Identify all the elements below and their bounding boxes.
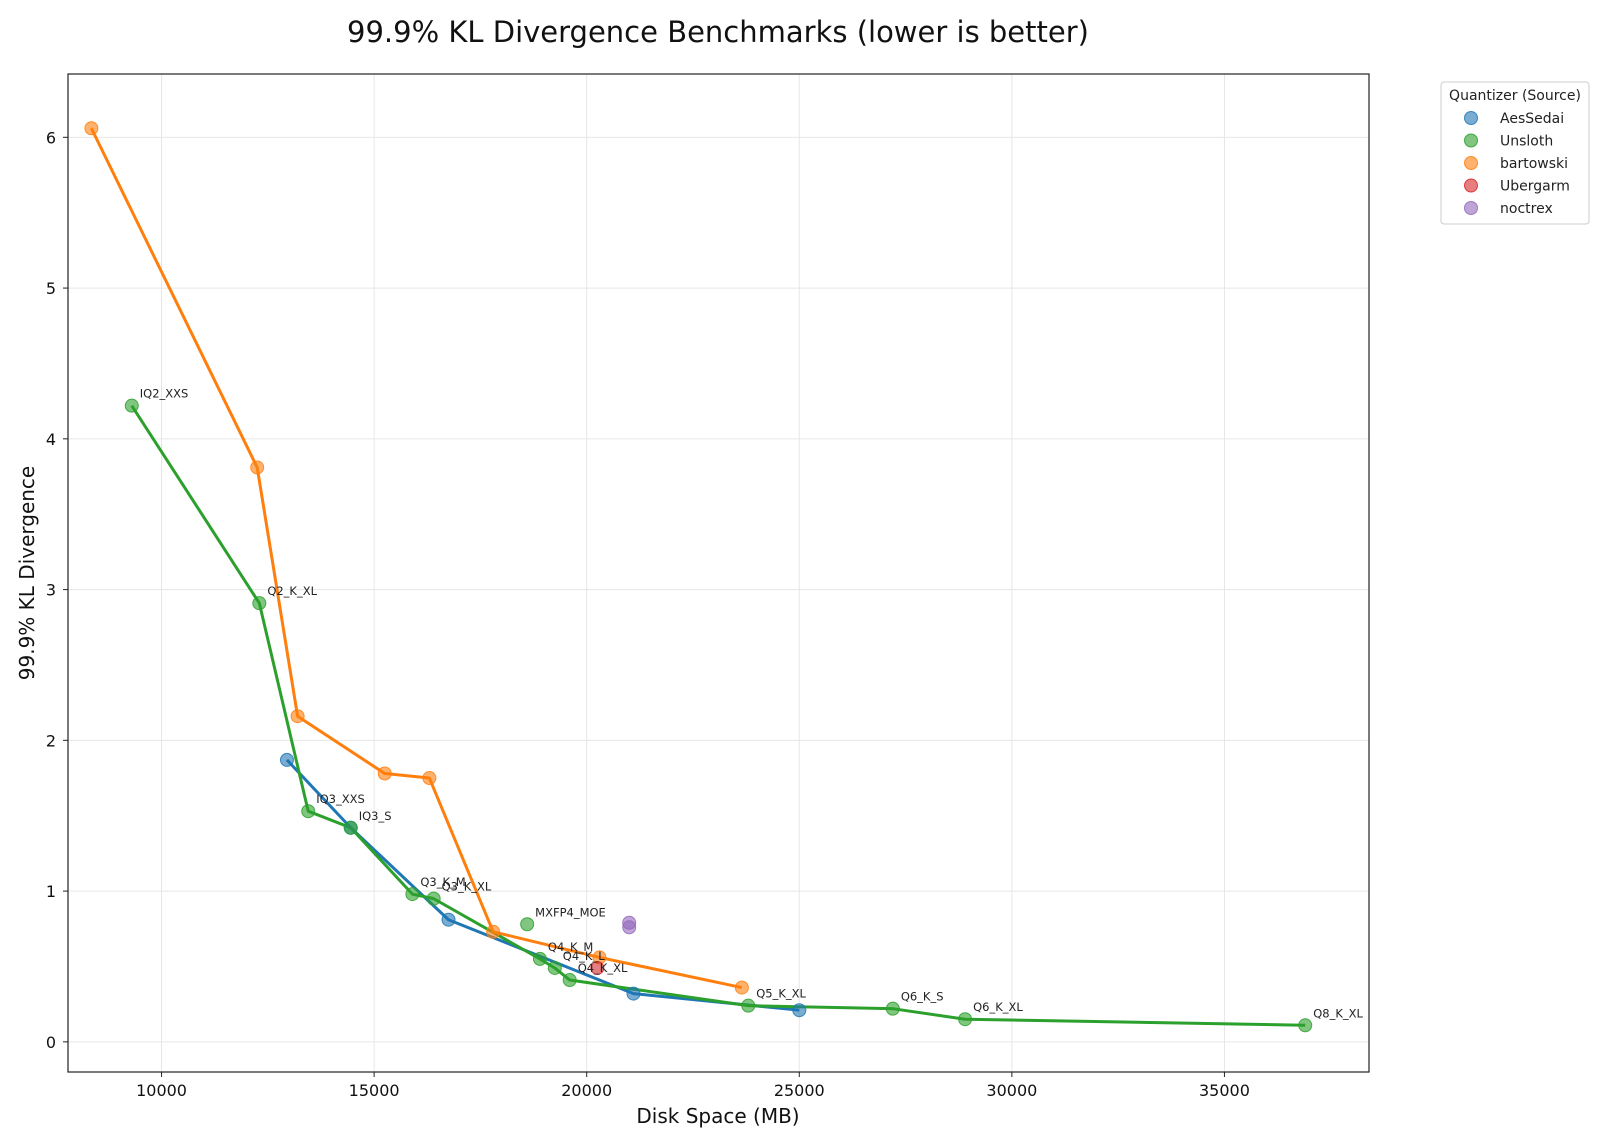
legend-marker-unsloth	[1464, 133, 1478, 148]
point-labels: IQ2_XXS Q2_K_XL IQ3_XXS IQ3_S Q3_K_MQ3_K_XL Q…	[140, 387, 1364, 1021]
y-tick-label: 4	[46, 430, 56, 449]
series-layer	[84, 121, 1313, 1033]
data-point-unsloth	[124, 398, 139, 413]
point-label: MXFP4_MOE	[535, 905, 606, 919]
data-point-unsloth	[958, 1012, 973, 1027]
point-label: Q4_K_M	[548, 940, 593, 954]
point-label: IQ3_S	[359, 809, 392, 823]
legend-marker-ubergarm	[1464, 178, 1478, 193]
y-tick-label: 3	[46, 581, 56, 600]
point-label: Q4_K_L	[563, 949, 605, 963]
point-label: Q5_K_XL	[756, 987, 806, 1001]
point-label: Q6_K_S	[901, 990, 944, 1004]
legend-label-bartowski: bartowski	[1500, 156, 1568, 172]
point-label: Q4_K_XL	[578, 961, 628, 975]
x-tick-label: 35000	[1199, 1081, 1250, 1100]
y-tick-label: 0	[46, 1033, 56, 1052]
data-point-aessedai	[441, 912, 456, 927]
data-point-unsloth	[405, 887, 420, 902]
data-point-bartowski	[422, 771, 437, 786]
data-point-aessedai	[626, 986, 641, 1001]
point-label: Q2_K_XL	[267, 584, 317, 598]
data-point-unsloth	[562, 973, 577, 988]
data-point-bartowski	[250, 460, 265, 475]
point-label: Q8_K_XL	[1313, 1006, 1363, 1020]
data-point-unsloth	[741, 998, 756, 1013]
x-tick-label: 10000	[136, 1081, 187, 1100]
axis-ticks: 10000 15000 20000 25000 30000 35000 0 1 2 3 4 5 6	[46, 128, 1250, 1100]
data-point-unsloth	[520, 917, 535, 932]
point-label: Q3_K_XL	[442, 880, 492, 894]
x-tick-label: 15000	[349, 1081, 400, 1100]
legend-marker-noctrex	[1464, 201, 1478, 215]
chart-title: 99.9% KL Divergence Benchmarks (lower is…	[347, 15, 1089, 49]
y-tick-label: 1	[46, 882, 56, 901]
series-line-bartowski	[90, 127, 743, 990]
y-axis-label: 99.9% KL Divergence	[15, 466, 39, 680]
legend-label-aessedai: AesSedai	[1500, 111, 1564, 127]
grid	[68, 74, 1369, 1072]
data-point-aessedai	[279, 752, 294, 767]
data-point-unsloth	[532, 951, 547, 966]
data-point-aessedai	[792, 1003, 807, 1018]
legend-marker-bartowski	[1464, 156, 1478, 170]
x-tick-label: 30000	[986, 1081, 1037, 1100]
point-label: Q6_K_XL	[973, 1000, 1023, 1014]
data-point-unsloth	[301, 804, 316, 819]
plot-frame	[67, 73, 1370, 1073]
data-point-bartowski	[290, 709, 305, 724]
legend-title: Quantizer (Source)	[1449, 88, 1581, 104]
data-point-unsloth	[547, 960, 562, 975]
legend-label-noctrex: noctrex	[1500, 201, 1553, 217]
y-tick-label: 6	[46, 128, 56, 147]
legend-marker-aessedai	[1464, 111, 1478, 125]
data-point-unsloth	[343, 820, 358, 835]
y-tick-label: 5	[46, 279, 56, 298]
data-point-noctrex	[622, 920, 637, 935]
data-point-unsloth	[252, 596, 267, 611]
point-label: Q3_K_M	[420, 875, 465, 889]
x-axis-label: Disk Space (MB)	[636, 1104, 799, 1128]
data-point-bartowski	[84, 121, 99, 136]
legend-label-unsloth: Unsloth	[1500, 134, 1553, 150]
data-point-unsloth	[885, 1001, 900, 1016]
point-label: IQ3_XXS	[316, 792, 365, 806]
y-tick-label: 2	[46, 731, 56, 750]
legend-label-ubergarm: Ubergarm	[1500, 179, 1570, 195]
data-point-ubergarm	[590, 960, 605, 975]
series-line-unsloth	[130, 404, 1306, 1027]
data-point-bartowski	[377, 766, 392, 781]
point-label: IQ2_XXS	[140, 387, 189, 401]
data-point-bartowski	[486, 924, 501, 939]
x-tick-label: 25000	[774, 1081, 825, 1100]
data-point-unsloth	[1298, 1018, 1313, 1033]
legend-box	[1440, 81, 1590, 225]
data-point-unsloth	[426, 891, 441, 906]
x-tick-label: 20000	[561, 1081, 612, 1100]
data-point-bartowski	[734, 980, 749, 995]
legend: Quantizer (Source) AesSedai Unsloth bartow…	[1440, 81, 1590, 225]
